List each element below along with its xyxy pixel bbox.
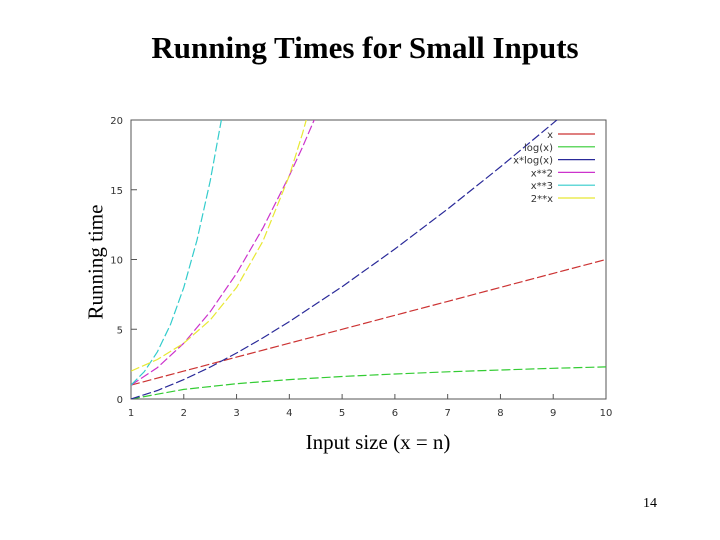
- legend-label: x**2: [531, 168, 553, 179]
- y-tick-label: 0: [117, 395, 123, 406]
- x-tick-label: 6: [392, 408, 398, 419]
- series-line-2: [131, 120, 558, 399]
- legend-label: x*log(x): [513, 156, 553, 167]
- x-tick-label: 1: [128, 408, 134, 419]
- x-tick-label: 8: [497, 408, 503, 419]
- y-tick-label: 15: [110, 186, 123, 197]
- x-tick-label: 7: [444, 408, 450, 419]
- x-tick-label: 2: [181, 408, 187, 419]
- x-tick-label: 4: [286, 408, 292, 419]
- series-line-5: [131, 120, 307, 372]
- x-axis-label: Input size (x = n): [305, 430, 451, 454]
- y-tick-label: 20: [110, 116, 123, 127]
- legend-label: log(x): [524, 143, 553, 154]
- legend-label: x**3: [531, 181, 553, 192]
- y-tick-label: 10: [110, 256, 123, 267]
- y-tick-label: 5: [117, 325, 123, 336]
- x-tick-label: 9: [550, 408, 556, 419]
- x-tick-label: 5: [339, 408, 345, 419]
- series-line-3: [131, 120, 315, 386]
- chart-title: Running Times for Small Inputs: [151, 30, 579, 65]
- series-line-4: [131, 120, 222, 386]
- series-line-0: [131, 258, 606, 386]
- page-number: 14: [643, 496, 657, 511]
- legend-label: 2**x: [531, 194, 553, 205]
- x-tick-label: 10: [600, 408, 613, 419]
- x-tick-label: 3: [233, 408, 239, 419]
- series-line-1: [131, 366, 606, 399]
- legend-label: x: [547, 130, 553, 141]
